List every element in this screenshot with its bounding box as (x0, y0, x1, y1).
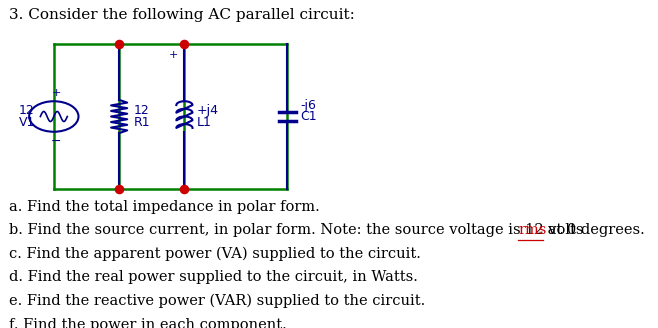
Text: R1: R1 (134, 116, 151, 129)
Text: 3. Consider the following AC parallel circuit:: 3. Consider the following AC parallel ci… (9, 8, 355, 22)
Text: rms: rms (519, 223, 547, 237)
Text: 12: 12 (134, 104, 149, 117)
Text: c. Find the apparent power (VA) supplied to the circuit.: c. Find the apparent power (VA) supplied… (9, 247, 421, 261)
Text: a. Find the total impedance in polar form.: a. Find the total impedance in polar for… (9, 200, 320, 214)
Text: −: − (51, 134, 61, 148)
Text: -j6: -j6 (301, 99, 316, 112)
Text: L1: L1 (197, 116, 212, 129)
Point (114, 42, 124, 47)
Point (179, 186, 190, 191)
Text: +: + (168, 51, 178, 60)
Text: d. Find the real power supplied to the circuit, in Watts.: d. Find the real power supplied to the c… (9, 271, 418, 284)
Text: +j4: +j4 (197, 104, 219, 117)
Text: C1: C1 (301, 110, 317, 123)
Text: +: + (51, 89, 61, 98)
Text: V1: V1 (18, 116, 35, 129)
Text: b. Find the source current, in polar form. Note: the source voltage is 12 volts: b. Find the source current, in polar for… (9, 223, 588, 237)
Text: at 0 degrees.: at 0 degrees. (544, 223, 645, 237)
Text: e. Find the reactive power (VAR) supplied to the circuit.: e. Find the reactive power (VAR) supplie… (9, 294, 425, 308)
Point (114, 186, 124, 191)
Text: f. Find the power in each component.: f. Find the power in each component. (9, 318, 287, 328)
Text: 12: 12 (19, 104, 35, 117)
Point (179, 42, 190, 47)
